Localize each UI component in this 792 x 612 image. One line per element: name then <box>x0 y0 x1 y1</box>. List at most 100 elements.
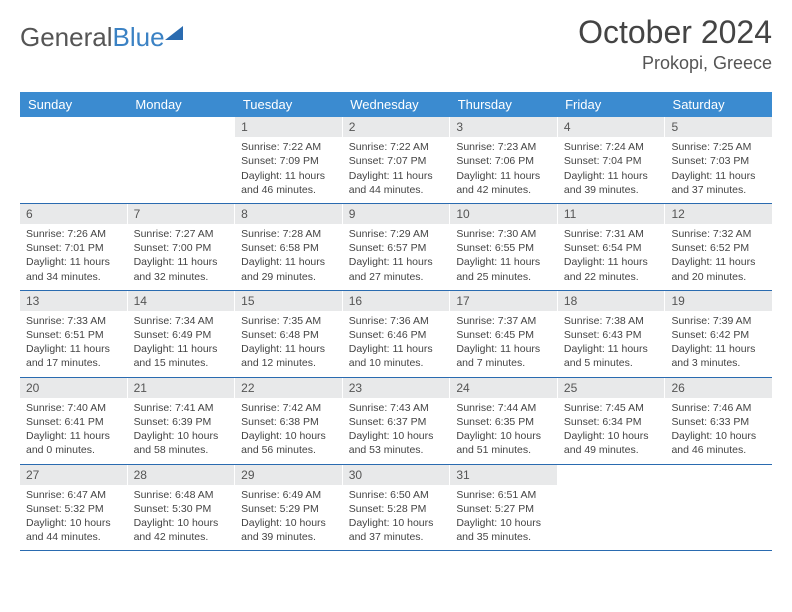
daylight-line: Daylight: 10 hours and 35 minutes. <box>456 516 551 544</box>
sunset-line: Sunset: 6:46 PM <box>349 328 444 342</box>
sunset-line: Sunset: 6:54 PM <box>564 241 659 255</box>
day-body: Sunrise: 7:42 AMSunset: 6:38 PMDaylight:… <box>235 398 342 464</box>
sunset-line: Sunset: 6:43 PM <box>564 328 659 342</box>
daylight-line: Daylight: 10 hours and 49 minutes. <box>564 429 659 457</box>
day-number: 11 <box>558 204 665 224</box>
sunset-line: Sunset: 7:04 PM <box>564 154 659 168</box>
sunset-line: Sunset: 5:28 PM <box>349 502 444 516</box>
day-number: 23 <box>343 378 450 398</box>
sunset-line: Sunset: 6:35 PM <box>456 415 551 429</box>
sunrise-line: Sunrise: 6:51 AM <box>456 488 551 502</box>
day-body: Sunrise: 6:47 AMSunset: 5:32 PMDaylight:… <box>20 485 127 551</box>
day-cell: 15Sunrise: 7:35 AMSunset: 6:48 PMDayligh… <box>235 291 343 377</box>
day-cell: 20Sunrise: 7:40 AMSunset: 6:41 PMDayligh… <box>20 378 128 464</box>
sunset-line: Sunset: 7:09 PM <box>241 154 336 168</box>
day-cell: 3Sunrise: 7:23 AMSunset: 7:06 PMDaylight… <box>450 117 558 203</box>
weekday-header: Thursday <box>450 92 557 117</box>
day-cell: 10Sunrise: 7:30 AMSunset: 6:55 PMDayligh… <box>450 204 558 290</box>
sunset-line: Sunset: 6:33 PM <box>671 415 766 429</box>
day-number: 30 <box>343 465 450 485</box>
day-number: 7 <box>128 204 235 224</box>
day-number <box>558 465 665 469</box>
day-body: Sunrise: 7:29 AMSunset: 6:57 PMDaylight:… <box>343 224 450 290</box>
header: GeneralBlue October 2024 Prokopi, Greece <box>20 14 772 74</box>
day-number: 28 <box>128 465 235 485</box>
day-cell: 17Sunrise: 7:37 AMSunset: 6:45 PMDayligh… <box>450 291 558 377</box>
sunset-line: Sunset: 5:29 PM <box>241 502 336 516</box>
day-cell: 8Sunrise: 7:28 AMSunset: 6:58 PMDaylight… <box>235 204 343 290</box>
day-number: 27 <box>20 465 127 485</box>
day-cell: 14Sunrise: 7:34 AMSunset: 6:49 PMDayligh… <box>128 291 236 377</box>
day-cell: 7Sunrise: 7:27 AMSunset: 7:00 PMDaylight… <box>128 204 236 290</box>
sunrise-line: Sunrise: 7:34 AM <box>134 314 229 328</box>
sunset-line: Sunset: 6:37 PM <box>349 415 444 429</box>
day-number: 14 <box>128 291 235 311</box>
sunrise-line: Sunrise: 7:35 AM <box>241 314 336 328</box>
sunrise-line: Sunrise: 7:38 AM <box>564 314 659 328</box>
day-body: Sunrise: 7:43 AMSunset: 6:37 PMDaylight:… <box>343 398 450 464</box>
sunset-line: Sunset: 6:42 PM <box>671 328 766 342</box>
day-cell: 11 Sunrise: 7:31 AMSunset: 6:54 PMDayligh… <box>558 204 666 290</box>
day-cell <box>665 465 772 551</box>
sunset-line: Sunset: 7:03 PM <box>671 154 766 168</box>
logo-text: GeneralBlue <box>20 22 165 53</box>
sunset-line: Sunset: 6:49 PM <box>134 328 229 342</box>
day-number: 31 <box>450 465 557 485</box>
day-number: 16 <box>343 291 450 311</box>
calendar: SundayMondayTuesdayWednesdayThursdayFrid… <box>20 92 772 551</box>
day-body: Sunrise: 7:33 AMSunset: 6:51 PMDaylight:… <box>20 311 127 377</box>
daylight-line: Daylight: 11 hours and 17 minutes. <box>26 342 121 370</box>
day-number: 26 <box>665 378 772 398</box>
day-cell <box>558 465 666 551</box>
sunset-line: Sunset: 6:34 PM <box>564 415 659 429</box>
sunrise-line: Sunrise: 7:40 AM <box>26 401 121 415</box>
sunrise-line: Sunrise: 7:31 AM <box>564 227 659 241</box>
day-body: Sunrise: 7:25 AMSunset: 7:03 PMDaylight:… <box>665 137 772 203</box>
day-cell: 22Sunrise: 7:42 AMSunset: 6:38 PMDayligh… <box>235 378 343 464</box>
day-cell: 24Sunrise: 7:44 AMSunset: 6:35 PMDayligh… <box>450 378 558 464</box>
day-cell: 13Sunrise: 7:33 AMSunset: 6:51 PMDayligh… <box>20 291 128 377</box>
sunset-line: Sunset: 6:48 PM <box>241 328 336 342</box>
day-body: Sunrise: 7:35 AMSunset: 6:48 PMDaylight:… <box>235 311 342 377</box>
daylight-line: Daylight: 10 hours and 44 minutes. <box>26 516 121 544</box>
daylight-line: Daylight: 11 hours and 22 minutes. <box>564 255 659 283</box>
day-number: 29 <box>235 465 342 485</box>
day-body: Sunrise: 7:39 AMSunset: 6:42 PMDaylight:… <box>665 311 772 377</box>
weekday-header: Sunday <box>20 92 127 117</box>
day-cell: 23Sunrise: 7:43 AMSunset: 6:37 PMDayligh… <box>343 378 451 464</box>
sunrise-line: Sunrise: 7:39 AM <box>671 314 766 328</box>
day-body: Sunrise: 7:45 AMSunset: 6:34 PMDaylight:… <box>558 398 665 464</box>
daylight-line: Daylight: 11 hours and 0 minutes. <box>26 429 121 457</box>
location: Prokopi, Greece <box>578 53 772 74</box>
day-number: 9 <box>343 204 450 224</box>
day-number: 10 <box>450 204 557 224</box>
sunset-line: Sunset: 6:51 PM <box>26 328 121 342</box>
day-cell: 1Sunrise: 7:22 AMSunset: 7:09 PMDaylight… <box>235 117 343 203</box>
day-number: 22 <box>235 378 342 398</box>
day-cell: 18Sunrise: 7:38 AMSunset: 6:43 PMDayligh… <box>558 291 666 377</box>
day-number: 12 <box>665 204 772 224</box>
day-body: Sunrise: 6:50 AMSunset: 5:28 PMDaylight:… <box>343 485 450 551</box>
month-title: October 2024 <box>578 14 772 51</box>
sunrise-line: Sunrise: 7:28 AM <box>241 227 336 241</box>
daylight-line: Daylight: 11 hours and 46 minutes. <box>241 169 336 197</box>
sunset-line: Sunset: 7:01 PM <box>26 241 121 255</box>
sunset-line: Sunset: 6:52 PM <box>671 241 766 255</box>
sunrise-line: Sunrise: 7:22 AM <box>349 140 444 154</box>
sunrise-line: Sunrise: 7:22 AM <box>241 140 336 154</box>
sunrise-line: Sunrise: 7:30 AM <box>456 227 551 241</box>
sunrise-line: Sunrise: 7:26 AM <box>26 227 121 241</box>
sunrise-line: Sunrise: 7:45 AM <box>564 401 659 415</box>
day-body: Sunrise: 7:22 AMSunset: 7:09 PMDaylight:… <box>235 137 342 203</box>
daylight-line: Daylight: 10 hours and 53 minutes. <box>349 429 444 457</box>
daylight-line: Daylight: 10 hours and 39 minutes. <box>241 516 336 544</box>
day-cell: 27Sunrise: 6:47 AMSunset: 5:32 PMDayligh… <box>20 465 128 551</box>
calendar-grid: 1Sunrise: 7:22 AMSunset: 7:09 PMDaylight… <box>20 117 772 551</box>
daylight-line: Daylight: 11 hours and 44 minutes. <box>349 169 444 197</box>
sunrise-line: Sunrise: 7:25 AM <box>671 140 766 154</box>
logo-blue: Blue <box>113 22 165 52</box>
daylight-line: Daylight: 11 hours and 25 minutes. <box>456 255 551 283</box>
day-number: 8 <box>235 204 342 224</box>
day-number: 20 <box>20 378 127 398</box>
day-body: Sunrise: 6:48 AMSunset: 5:30 PMDaylight:… <box>128 485 235 551</box>
